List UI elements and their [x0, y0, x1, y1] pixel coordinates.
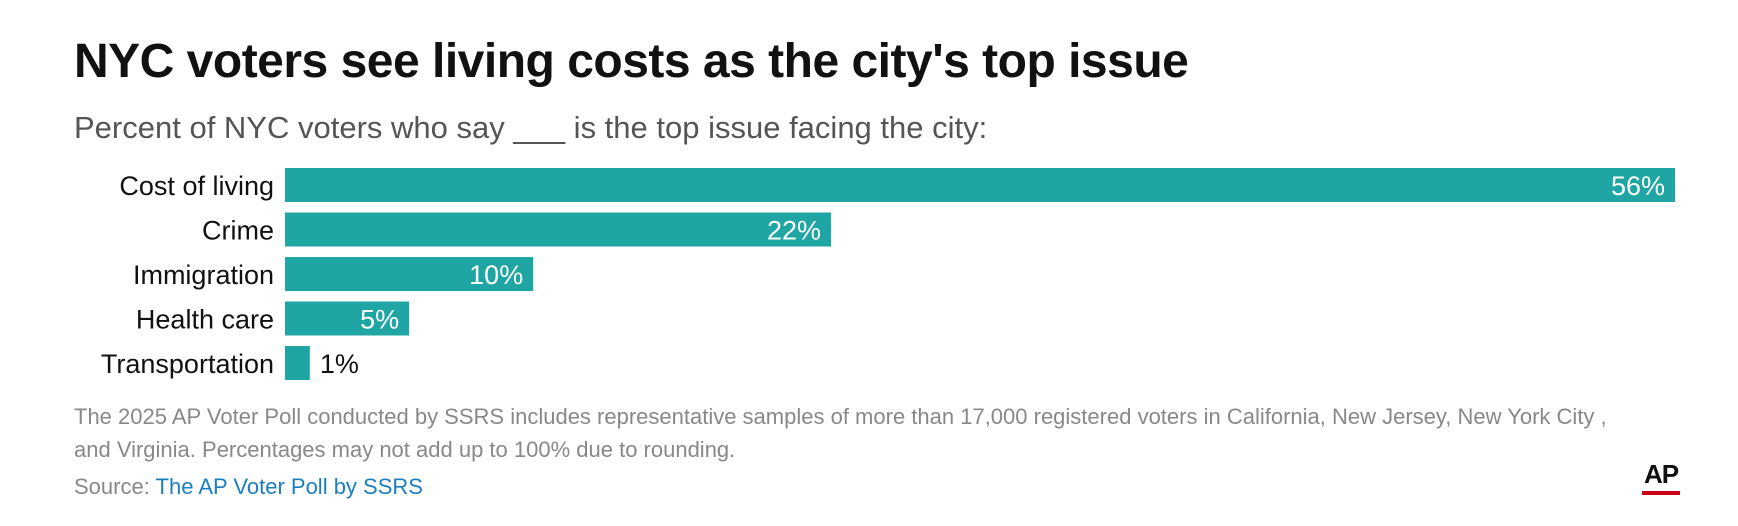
value-label-transportation: 1%	[320, 349, 359, 379]
category-label-crime: Crime	[202, 216, 274, 246]
footnote: The 2025 AP Voter Poll conducted by SSRS…	[74, 404, 1607, 462]
value-label-health-care: 5%	[360, 305, 399, 335]
category-label-transportation: Transportation	[101, 349, 274, 379]
bar-cost-of-living	[285, 168, 1675, 202]
bar-crime	[285, 212, 832, 247]
value-label-crime: 22%	[767, 216, 821, 246]
bar-immigration	[285, 257, 534, 291]
chart-subtitle: Percent of NYC voters who say ___ is the…	[74, 110, 988, 145]
source-link[interactable]: The AP Voter Poll by SSRS	[155, 474, 423, 499]
source-prefix: Source:	[74, 474, 156, 499]
bar-health-care	[285, 301, 410, 336]
ap-logo-text: AP	[1643, 459, 1679, 489]
source-line: Source: The AP Voter Poll by SSRS	[74, 474, 423, 500]
category-label-immigration: Immigration	[133, 260, 274, 290]
value-label-cost-of-living: 56%	[1611, 171, 1665, 201]
category-label-health-care: Health care	[136, 305, 274, 335]
category-label-cost-of-living: Cost of living	[119, 171, 274, 201]
ap-logo: AP	[1642, 460, 1680, 495]
chart-title: NYC voters see living costs as the city'…	[74, 35, 1189, 88]
ap-logo-underline	[1642, 491, 1680, 495]
bar-chart: Cost of living 56% Crime 22% Immigration 10% H…	[101, 168, 1675, 380]
value-label-immigration: 10%	[469, 260, 523, 290]
bar-transportation	[285, 346, 310, 380]
